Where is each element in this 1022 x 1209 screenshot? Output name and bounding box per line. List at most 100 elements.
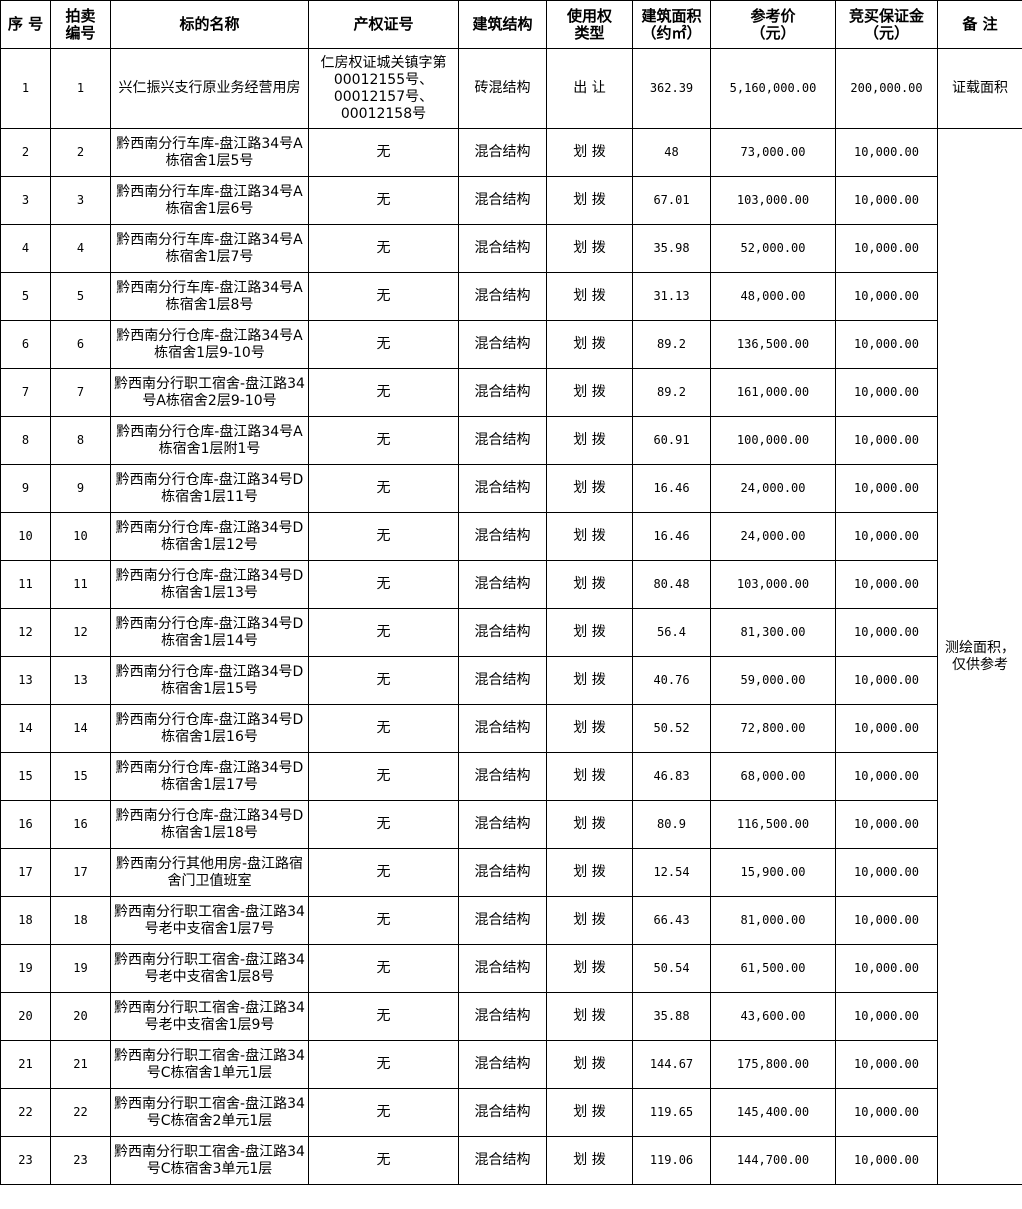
area-cell: 50.52 bbox=[632, 704, 711, 753]
deposit-cell: 10,000.00 bbox=[835, 800, 938, 849]
seq-cell: 13 bbox=[0, 656, 51, 705]
price-cell: 72,800.00 bbox=[710, 704, 836, 753]
seq-cell: 5 bbox=[0, 272, 51, 321]
right-type-cell: 划 拨 bbox=[546, 416, 633, 465]
seq-cell: 1 bbox=[0, 48, 51, 129]
deposit-cell: 10,000.00 bbox=[835, 512, 938, 561]
lot-cell: 10 bbox=[50, 512, 111, 561]
seq-cell: 21 bbox=[0, 1040, 51, 1089]
deposit-cell: 10,000.00 bbox=[835, 368, 938, 417]
price-cell: 61,500.00 bbox=[710, 944, 836, 993]
structure-cell: 混合结构 bbox=[458, 656, 547, 705]
structure-cell: 混合结构 bbox=[458, 512, 547, 561]
cert-cell: 无 bbox=[308, 224, 459, 273]
area-cell: 50.54 bbox=[632, 944, 711, 993]
table-row: 18 18 黔西南分行职工宿舍-盘江路34号老中支宿舍1层7号无混合结构划 拨 66.… bbox=[0, 896, 1022, 945]
seq-cell: 11 bbox=[0, 560, 51, 609]
lot-cell: 20 bbox=[50, 992, 111, 1041]
table-row: 5 5 黔西南分行车库-盘江路34号A栋宿舍1层8号无混合结构划 拨 31.13 48,… bbox=[0, 272, 1022, 321]
lot-cell: 2 bbox=[50, 128, 111, 177]
name-cell: 黔西南分行职工宿舍-盘江路34号C栋宿舍2单元1层 bbox=[110, 1088, 309, 1137]
price-cell: 15,900.00 bbox=[710, 848, 836, 897]
seq-cell: 22 bbox=[0, 1088, 51, 1137]
name-cell: 黔西南分行仓库-盘江路34号D栋宿舍1层18号 bbox=[110, 800, 309, 849]
price-cell: 24,000.00 bbox=[710, 464, 836, 513]
price-cell: 81,300.00 bbox=[710, 608, 836, 657]
header-price: 参考价 （元） bbox=[710, 0, 836, 49]
area-cell: 12.54 bbox=[632, 848, 711, 897]
lot-cell: 7 bbox=[50, 368, 111, 417]
area-cell: 119.06 bbox=[632, 1136, 711, 1185]
structure-cell: 混合结构 bbox=[458, 1136, 547, 1185]
seq-cell: 17 bbox=[0, 848, 51, 897]
lot-cell: 19 bbox=[50, 944, 111, 993]
table-row: 17 17 黔西南分行其他用房-盘江路宿舍门卫值班室无混合结构划 拨 12.54 15,… bbox=[0, 848, 1022, 897]
table-row: 23 23 黔西南分行职工宿舍-盘江路34号C栋宿舍3单元1层无混合结构划 拨 119… bbox=[0, 1136, 1022, 1185]
name-cell: 黔西南分行仓库-盘江路34号D栋宿舍1层16号 bbox=[110, 704, 309, 753]
table-row: 12 12 黔西南分行仓库-盘江路34号D栋宿舍1层14号无混合结构划 拨 56.4 8… bbox=[0, 608, 1022, 657]
name-cell: 黔西南分行职工宿舍-盘江路34号A栋宿舍2层9-10号 bbox=[110, 368, 309, 417]
structure-cell: 混合结构 bbox=[458, 848, 547, 897]
deposit-cell: 10,000.00 bbox=[835, 560, 938, 609]
structure-cell: 混合结构 bbox=[458, 896, 547, 945]
cert-cell: 无 bbox=[308, 608, 459, 657]
area-cell: 40.76 bbox=[632, 656, 711, 705]
header-deposit: 竞买保证金 （元） bbox=[835, 0, 938, 49]
deposit-cell: 10,000.00 bbox=[835, 224, 938, 273]
deposit-cell: 10,000.00 bbox=[835, 608, 938, 657]
lot-cell: 17 bbox=[50, 848, 111, 897]
table-row: 2 2 黔西南分行车库-盘江路34号A栋宿舍1层5号无混合结构划 拨 48 73,000… bbox=[0, 128, 1022, 1185]
price-cell: 144,700.00 bbox=[710, 1136, 836, 1185]
table-row: 13 13 黔西南分行仓库-盘江路34号D栋宿舍1层15号无混合结构划 拨 40.76… bbox=[0, 656, 1022, 705]
right-type-cell: 划 拨 bbox=[546, 1136, 633, 1185]
header-name: 标的名称 bbox=[110, 0, 309, 49]
lot-cell: 15 bbox=[50, 752, 111, 801]
lot-cell: 11 bbox=[50, 560, 111, 609]
price-cell: 103,000.00 bbox=[710, 176, 836, 225]
price-cell: 48,000.00 bbox=[710, 272, 836, 321]
table-row: 19 19 黔西南分行职工宿舍-盘江路34号老中支宿舍1层8号无混合结构划 拨 50.… bbox=[0, 944, 1022, 993]
structure-cell: 混合结构 bbox=[458, 944, 547, 993]
cert-cell: 无 bbox=[308, 1040, 459, 1089]
table-row: 11 11 黔西南分行仓库-盘江路34号D栋宿舍1层13号无混合结构划 拨 80.48… bbox=[0, 560, 1022, 609]
deposit-cell: 10,000.00 bbox=[835, 704, 938, 753]
right-type-cell: 划 拨 bbox=[546, 512, 633, 561]
deposit-cell: 10,000.00 bbox=[835, 128, 938, 177]
lot-cell: 13 bbox=[50, 656, 111, 705]
header-seq: 序 号 bbox=[0, 0, 51, 49]
table-row: 4 4 黔西南分行车库-盘江路34号A栋宿舍1层7号无混合结构划 拨 35.98 52,… bbox=[0, 224, 1022, 273]
deposit-cell: 10,000.00 bbox=[835, 320, 938, 369]
structure-cell: 混合结构 bbox=[458, 464, 547, 513]
seq-cell: 2 bbox=[0, 128, 51, 177]
structure-cell: 混合结构 bbox=[458, 176, 547, 225]
structure-cell: 混合结构 bbox=[458, 368, 547, 417]
price-cell: 175,800.00 bbox=[710, 1040, 836, 1089]
table-row: 3 3 黔西南分行车库-盘江路34号A栋宿舍1层6号无混合结构划 拨 67.01 103… bbox=[0, 176, 1022, 225]
area-cell: 89.2 bbox=[632, 320, 711, 369]
header-right-type: 使用权 类型 bbox=[546, 0, 633, 49]
lot-cell: 4 bbox=[50, 224, 111, 273]
area-cell: 35.98 bbox=[632, 224, 711, 273]
cert-cell: 无 bbox=[308, 368, 459, 417]
table-row: 9 9 黔西南分行仓库-盘江路34号D栋宿舍1层11号无混合结构划 拨 16.46 24… bbox=[0, 464, 1022, 513]
cert-cell: 无 bbox=[308, 464, 459, 513]
table-row: 10 10 黔西南分行仓库-盘江路34号D栋宿舍1层12号无混合结构划 拨 16.46… bbox=[0, 512, 1022, 561]
structure-cell: 混合结构 bbox=[458, 320, 547, 369]
lot-cell: 18 bbox=[50, 896, 111, 945]
header-cert: 产权证号 bbox=[308, 0, 459, 49]
structure-cell: 混合结构 bbox=[458, 560, 547, 609]
cert-cell: 无 bbox=[308, 896, 459, 945]
lot-cell: 23 bbox=[50, 1136, 111, 1185]
seq-cell: 15 bbox=[0, 752, 51, 801]
deposit-cell: 10,000.00 bbox=[835, 464, 938, 513]
right-type-cell: 划 拨 bbox=[546, 320, 633, 369]
lot-cell: 6 bbox=[50, 320, 111, 369]
name-cell: 黔西南分行职工宿舍-盘江路34号老中支宿舍1层8号 bbox=[110, 944, 309, 993]
seq-cell: 4 bbox=[0, 224, 51, 273]
header-row: 序 号拍卖 编号 标的名称 产权证号 建筑结构 使用权 类型 建筑面积 （约㎡） 参考价 （… bbox=[0, 0, 1022, 49]
deposit-cell: 10,000.00 bbox=[835, 848, 938, 897]
table-row: 8 8 黔西南分行仓库-盘江路34号A栋宿舍1层附1号无混合结构划 拨 60.91 10… bbox=[0, 416, 1022, 465]
structure-cell: 混合结构 bbox=[458, 1088, 547, 1137]
name-cell: 黔西南分行仓库-盘江路34号A栋宿舍1层9-10号 bbox=[110, 320, 309, 369]
cert-cell: 无 bbox=[308, 704, 459, 753]
